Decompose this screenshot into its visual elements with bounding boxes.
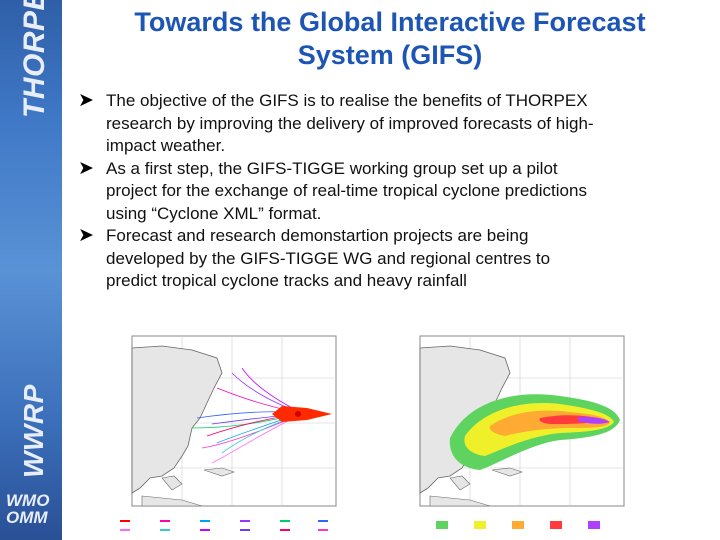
slide-title: Towards the Global Interactive Forecast … <box>70 6 710 72</box>
bullet-line: Forecast and research demonstartion proj… <box>106 226 529 245</box>
bullet-item: ➤ The objective of the GIFS is to realis… <box>78 90 698 158</box>
bullet-line: research by improving the delivery of im… <box>106 113 594 133</box>
bullet-item: ➤ As a first step, the GIFS-TIGGE workin… <box>78 158 698 226</box>
strike-probability-map <box>410 328 632 514</box>
sidebar-banner: THORPEX WWRP WMO OMM <box>0 0 62 540</box>
arrow-bullet-icon: ➤ <box>78 157 94 179</box>
bullet-line: using “Cyclone XML” format. <box>106 203 322 223</box>
wmo-logo-line1: WMO <box>6 491 50 510</box>
bullet-line: As a first step, the GIFS-TIGGE working … <box>106 158 558 178</box>
bullet-line: predict tropical cyclone tracks and heav… <box>106 271 467 290</box>
bullet-line: developed by the GIFS-TIGGE WG and regio… <box>106 248 551 268</box>
track-map-legend <box>118 516 350 536</box>
slide-title-line2: System (GIFS) <box>297 40 483 70</box>
thorpex-label: THORPEX <box>18 0 51 118</box>
slide-title-line1: Towards the Global Interactive Forecast <box>134 7 646 37</box>
wmo-logo-line2: OMM <box>6 508 48 527</box>
wwrp-label: WWRP <box>18 384 49 478</box>
probability-legend <box>434 518 634 532</box>
arrow-bullet-icon: ➤ <box>78 225 94 246</box>
cyclone-track-map <box>122 328 344 514</box>
wmo-logo: WMO OMM <box>6 492 49 526</box>
bullet-item: ➤ Forecast and research demonstartion pr… <box>78 225 698 293</box>
bullet-line: The objective of the GIFS is to realise … <box>106 91 588 110</box>
bullet-list: ➤ The objective of the GIFS is to realis… <box>78 90 698 293</box>
bullet-line: impact weather. <box>106 136 226 155</box>
bullet-line: project for the exchange of real-time tr… <box>106 181 587 200</box>
arrow-bullet-icon: ➤ <box>78 90 94 111</box>
